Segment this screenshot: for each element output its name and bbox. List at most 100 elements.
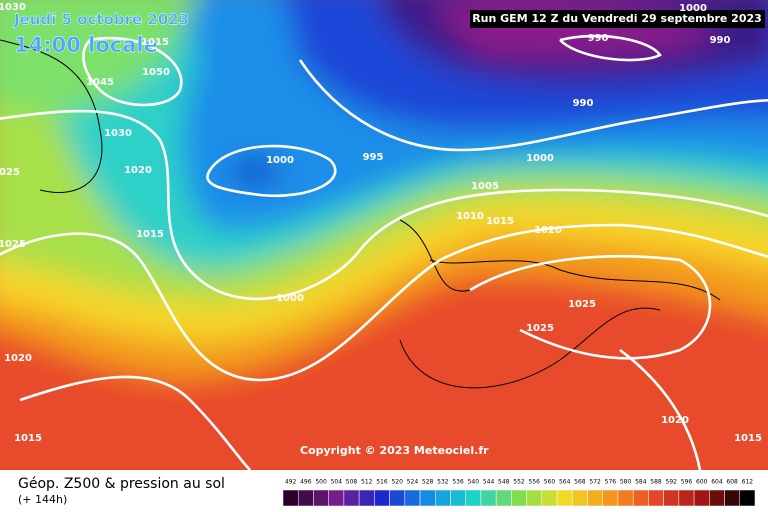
isobar-label: 995 bbox=[363, 152, 384, 163]
colorbar-label: 612 bbox=[742, 479, 754, 486]
isobar-label: 1010 bbox=[456, 211, 484, 222]
isobar-label: 990 bbox=[588, 33, 609, 44]
colorbar-swatch bbox=[663, 489, 680, 507]
colorbar-swatch bbox=[602, 489, 619, 507]
colorbar-label: 496 bbox=[300, 479, 312, 486]
colorbar-label: 560 bbox=[544, 479, 556, 486]
colorbar-label: 524 bbox=[407, 479, 419, 486]
isobar-label: 990 bbox=[710, 35, 731, 46]
colorbar-swatch bbox=[374, 489, 390, 507]
isobar-label: 1020 bbox=[661, 415, 689, 426]
colorbar-swatch bbox=[480, 489, 497, 507]
colorbar-label: 568 bbox=[574, 479, 586, 486]
colorbar-label: 508 bbox=[346, 479, 358, 486]
colorbar-swatch bbox=[648, 489, 664, 507]
isobar-label: 1015 bbox=[136, 229, 164, 240]
colorbar-label: 500 bbox=[315, 479, 327, 486]
footer-title: Géop. Z500 & pression au sol bbox=[18, 476, 225, 492]
isobar-label: 1025 bbox=[0, 239, 26, 250]
isobar-label: 1000 bbox=[276, 293, 304, 304]
colorbar-label: 516 bbox=[376, 479, 388, 486]
colorbar-swatch bbox=[587, 489, 603, 507]
colorbar-swatch bbox=[617, 489, 634, 507]
isobar-label: 1000 bbox=[679, 3, 707, 14]
colorbar-swatch bbox=[495, 489, 512, 507]
colorbar-swatch bbox=[343, 489, 360, 507]
colorbar-swatch bbox=[465, 489, 482, 507]
colorbar-label: 540 bbox=[468, 479, 480, 486]
isobar-label: 1000 bbox=[266, 155, 294, 166]
isobar-label: 1050 bbox=[142, 67, 170, 78]
colorbar-swatch bbox=[282, 489, 299, 507]
colorbar-swatch bbox=[739, 489, 756, 507]
isobar-label: 1030 bbox=[0, 2, 26, 13]
colorbar-label: 564 bbox=[559, 479, 571, 486]
colorbar-swatch bbox=[419, 489, 436, 507]
colorbar-label: 504 bbox=[331, 479, 343, 486]
colorbar-swatch bbox=[724, 489, 741, 507]
isobar-label: 990 bbox=[573, 98, 594, 109]
colorbar-label: 528 bbox=[422, 479, 434, 486]
colorbar-label: 536 bbox=[452, 479, 464, 486]
colorbar-swatch bbox=[435, 489, 451, 507]
run-info: Run GEM 12 Z du Vendredi 29 septembre 20… bbox=[472, 12, 762, 25]
colorbar-swatch bbox=[526, 489, 543, 507]
colorbar-swatch bbox=[632, 489, 649, 507]
colorbar-label: 592 bbox=[666, 479, 678, 486]
colorbar-label: 552 bbox=[513, 479, 525, 486]
forecast-time: 14:00 locale bbox=[14, 33, 158, 57]
run-banner bbox=[470, 10, 765, 28]
isobar-label: 1020 bbox=[124, 165, 152, 176]
isobar-label: 1015 bbox=[141, 37, 169, 48]
isobar-label: 1025 bbox=[0, 167, 20, 178]
isobar-label: 1020 bbox=[534, 225, 562, 236]
isobar-label: 1045 bbox=[86, 77, 114, 88]
isobar-label: 1000 bbox=[526, 153, 554, 164]
colorbar-label: 580 bbox=[620, 479, 632, 486]
colorbar-swatch bbox=[572, 489, 588, 507]
colorbar-label: 492 bbox=[285, 479, 297, 486]
colorbar-swatch bbox=[313, 489, 329, 507]
colorbar-label: 584 bbox=[635, 479, 647, 486]
colorbar-swatch bbox=[511, 489, 527, 507]
isobar-label: 1025 bbox=[568, 299, 596, 310]
colorbar-label: 604 bbox=[711, 479, 723, 486]
colorbar-label: 572 bbox=[589, 479, 601, 486]
colorbar-label: 512 bbox=[361, 479, 373, 486]
colorbar-swatch bbox=[404, 489, 421, 507]
colorbar-label: 544 bbox=[483, 479, 495, 486]
colorbar-label: 532 bbox=[437, 479, 449, 486]
colorbar-label: 556 bbox=[528, 479, 540, 486]
colorbar-label: 588 bbox=[650, 479, 662, 486]
colorbar: 492 496 500 504 508 512 516 520 524 528 532 536 540 5… bbox=[282, 479, 756, 507]
colorbar-label: 520 bbox=[391, 479, 403, 486]
colorbar-swatch bbox=[358, 489, 375, 507]
isobar-labels: 1030 1050 1045 1015 1030 1020 1025 1015 1025 1020… bbox=[0, 2, 762, 444]
colorbar-swatch bbox=[389, 489, 406, 507]
colorbar-swatch bbox=[541, 489, 558, 507]
isobar-label: 1015 bbox=[14, 433, 42, 444]
colorbar-swatch bbox=[693, 489, 710, 507]
colorbar-swatch bbox=[297, 489, 314, 507]
isobar-label: 1025 bbox=[526, 323, 554, 334]
isobar-label: 1015 bbox=[486, 216, 514, 227]
isobar-label: 1020 bbox=[4, 353, 32, 364]
isobar-label: 1005 bbox=[471, 181, 499, 192]
forecast-date: Jeudi 5 octobre 2023 bbox=[13, 11, 189, 29]
colorbar-swatch bbox=[328, 489, 345, 507]
colorbar-label: 608 bbox=[726, 479, 738, 486]
colorbar-label: 600 bbox=[696, 479, 708, 486]
map-field bbox=[0, 0, 768, 470]
colorbar-label: 596 bbox=[681, 479, 693, 486]
colorbar-swatch bbox=[678, 489, 695, 507]
colorbar-swatch bbox=[450, 489, 466, 507]
copyright: Copyright © 2023 Meteociel.fr bbox=[300, 444, 489, 457]
colorbar-label: 548 bbox=[498, 479, 510, 486]
isobar-label: 1015 bbox=[734, 433, 762, 444]
isobar-label: 1030 bbox=[104, 128, 132, 139]
colorbar-swatch bbox=[709, 489, 725, 507]
footer-lead: (+ 144h) bbox=[18, 493, 67, 506]
colorbar-swatch bbox=[556, 489, 573, 507]
colorbar-label: 576 bbox=[605, 479, 617, 486]
